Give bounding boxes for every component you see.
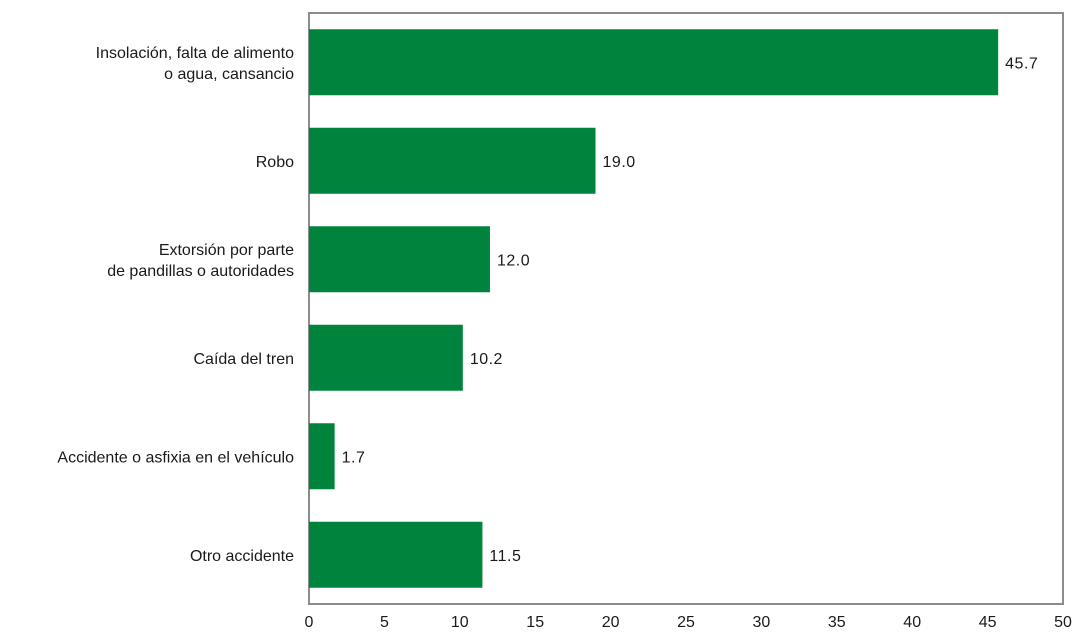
bar: [309, 226, 490, 293]
category-label: Robo: [256, 154, 294, 171]
tick-label: 35: [828, 614, 846, 631]
category-label: Caída del tren: [193, 351, 294, 368]
category-label: Otro accidente: [190, 548, 294, 565]
tick-label: 30: [753, 614, 771, 631]
tick-label: 20: [602, 614, 620, 631]
data-label: 10.2: [470, 351, 503, 368]
tick-label: 5: [380, 614, 389, 631]
x-axis: 0 5 10 15 20 25 30 35 40 45 50: [305, 614, 1072, 631]
category-label: Accidente o asfixia en el vehículo: [57, 449, 294, 466]
data-label: 1.7: [342, 449, 366, 466]
category-label: Insolación, falta de alimento o agua, can…: [96, 45, 294, 83]
plot-frame: [308, 12, 1064, 605]
tick-label: 40: [903, 614, 921, 631]
category-label: Extorsión por parte de pandillas o autori…: [107, 242, 294, 280]
tick-label: 45: [979, 614, 997, 631]
data-label: 45.7: [1005, 55, 1038, 72]
bar: [309, 29, 999, 96]
bar: [309, 521, 483, 588]
tick-label: 0: [305, 614, 314, 631]
bars-group: 45.7 Insolación, falta de alimento o agua,…: [57, 29, 1038, 588]
tick-label: 10: [451, 614, 469, 631]
tick-label: 25: [677, 614, 695, 631]
bar: [309, 127, 596, 194]
tick-label: 50: [1054, 614, 1072, 631]
tick-label: 15: [526, 614, 544, 631]
data-label: 19.0: [603, 154, 636, 171]
bar: [309, 324, 463, 391]
data-label: 12.0: [497, 252, 530, 269]
data-label: 11.5: [489, 548, 521, 565]
bar: [309, 423, 335, 490]
